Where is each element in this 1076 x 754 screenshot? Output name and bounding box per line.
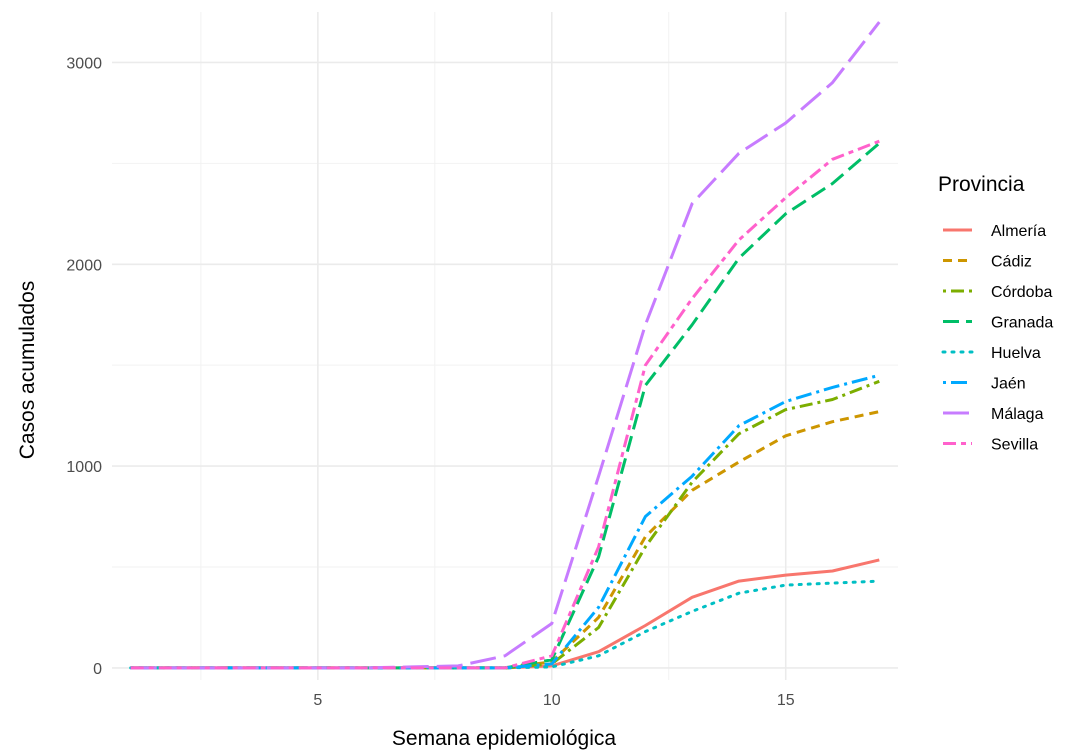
legend-label: Granada xyxy=(991,315,1053,332)
y-axis-ticks: 0 1000 2000 3000 xyxy=(66,55,102,677)
legend-label: Almería xyxy=(991,223,1046,240)
x-axis-title: Semana epidemiológica xyxy=(392,727,616,750)
legend: Provincia Almería Cádiz Córdoba Granada Huel… xyxy=(938,173,1053,454)
legend-label: Málaga xyxy=(991,406,1044,423)
legend-label: Huelva xyxy=(991,345,1041,362)
x-tick-label: 10 xyxy=(543,692,561,709)
legend-label: Sevilla xyxy=(991,437,1038,454)
series-lines xyxy=(129,21,881,670)
legend-label: Jaén xyxy=(991,376,1026,393)
major-gridlines xyxy=(112,12,898,680)
y-tick-label: 3000 xyxy=(66,55,102,72)
series-line xyxy=(130,139,880,670)
legend-label: Córdoba xyxy=(991,284,1052,301)
legend-title: Provincia xyxy=(938,173,1025,196)
y-tick-label: 0 xyxy=(93,661,102,678)
x-axis-ticks: 5 10 15 xyxy=(313,692,794,709)
y-axis-title: Casos acumulados xyxy=(16,281,39,460)
legend-items: Almería Cádiz Córdoba Granada Huelva Jaén Mála… xyxy=(941,223,1053,454)
x-tick-label: 5 xyxy=(313,692,322,709)
y-tick-label: 1000 xyxy=(66,459,102,476)
x-tick-label: 15 xyxy=(777,692,795,709)
legend-label: Cádiz xyxy=(991,254,1032,271)
minor-gridlines xyxy=(112,12,898,680)
y-tick-label: 2000 xyxy=(66,257,102,274)
